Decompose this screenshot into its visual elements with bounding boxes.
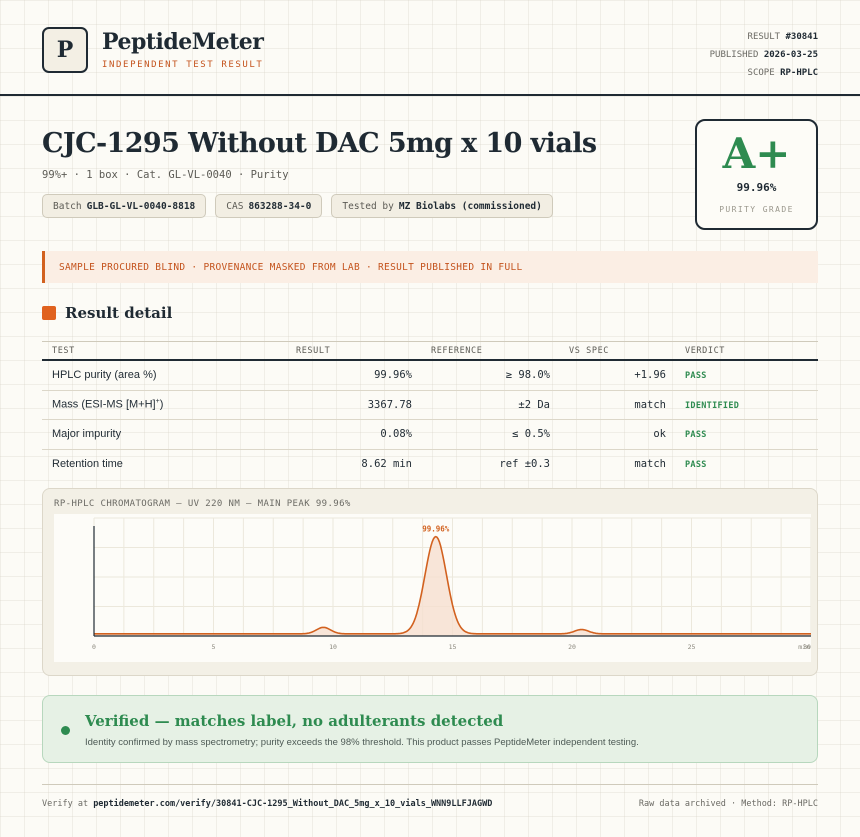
verdict-badge: PASS xyxy=(685,460,707,471)
meta-value: RP-HPLC xyxy=(780,68,818,78)
cell-reference: ≤ 0.5% xyxy=(512,428,550,441)
verified-banner: Verified — matches label, no adulterants… xyxy=(42,695,818,763)
table-row: Major impurity 0.08% ≤ 0.5% ok PASS xyxy=(42,420,818,450)
cell-result: 8.62 min xyxy=(361,458,412,471)
x-tick-label: 30 xyxy=(803,643,811,651)
chip-label: Batch xyxy=(53,200,82,212)
cell-reference: ≥ 98.0% xyxy=(505,369,550,382)
test-name: Retention time xyxy=(52,458,123,471)
meta-value: #30841 xyxy=(785,32,818,42)
header-vs-spec: VS SPEC xyxy=(569,345,610,356)
chip-value: MZ Biolabs (commissioned) xyxy=(398,200,542,212)
verified-description: Identity confirmed by mass spectrometry;… xyxy=(85,737,639,748)
cell-test: Major impurity xyxy=(42,428,282,440)
test-superscript: + xyxy=(155,398,160,406)
cell-vs-spec: ok xyxy=(653,428,666,441)
footer-divider xyxy=(42,784,818,785)
cell-test: Mass (ESI-MS [M+H]+) xyxy=(42,398,282,411)
verify-link[interactable]: peptidemeter.com/verify/30841-CJC-1295_W… xyxy=(93,799,493,809)
grade-label: PURITY GRADE xyxy=(719,205,794,214)
cell-vs-spec: +1.96 xyxy=(634,369,666,382)
section-marker-icon xyxy=(42,306,56,320)
chromatogram-plot-area: 0 5 10 15 20 25 30 min 99.96% xyxy=(54,514,812,662)
brand-subtitle: INDEPENDENT TEST RESULT xyxy=(102,60,264,70)
chip-label: CAS xyxy=(226,200,244,212)
brand-name: PeptideMeter xyxy=(102,29,264,55)
cell-vs-spec: match xyxy=(634,458,666,471)
table-row: HPLC purity (area %) 99.96% ≥ 98.0% +1.9… xyxy=(42,361,818,391)
chip-value: 863288-34-0 xyxy=(248,200,312,212)
product-subline: 99%+ · 1 box · Cat. GL-VL-0040 · Purity xyxy=(42,169,289,181)
meta-value: 2026-03-25 xyxy=(763,50,818,60)
section-title: Result detail xyxy=(65,304,173,322)
product-chips: Batch GLB-GL-VL-0040-8818 CAS 863288-34-0 … xyxy=(42,194,553,218)
chromatogram-title: RP-HPLC CHROMATOGRAM — UV 220 NM — MAIN … xyxy=(54,499,351,509)
result-meta: RESULT #30841 PUBLISHED 2026-03-25 SCOPE… xyxy=(710,28,818,82)
meta-label: SCOPE xyxy=(747,68,775,78)
verify-label: Verify at xyxy=(42,799,89,809)
cell-vs-spec: match xyxy=(634,398,666,411)
cell-verdict: PASS xyxy=(666,458,806,470)
x-tick-label: 5 xyxy=(212,643,216,651)
chip-value: GLB-GL-VL-0040-8818 xyxy=(86,200,196,212)
cell-reference: ref ±0.3 xyxy=(499,458,550,471)
logo-mark: P xyxy=(42,27,88,73)
header-verdict: VERDICT xyxy=(685,345,726,356)
meta-scope: SCOPE RP-HPLC xyxy=(710,64,818,82)
cell-verdict: PASS xyxy=(666,369,806,381)
meta-published: PUBLISHED 2026-03-25 xyxy=(710,46,818,64)
meta-label: PUBLISHED xyxy=(709,50,759,60)
peak-label: 99.96% xyxy=(422,525,450,534)
grade-value: 99.96% xyxy=(736,181,777,194)
tested-by-chip: Tested by MZ Biolabs (commissioned) xyxy=(331,194,553,218)
grade-letter: A+ xyxy=(722,129,791,178)
header: P PeptideMeter INDEPENDENT TEST RESULT R… xyxy=(0,0,860,96)
test-name: HPLC purity (area %) xyxy=(52,369,157,382)
header-test: TEST xyxy=(52,345,75,356)
meta-result: RESULT #30841 xyxy=(710,28,818,46)
provenance-notice: SAMPLE PROCURED BLIND · PROVENANCE MASKE… xyxy=(42,251,818,283)
x-axis-unit: min xyxy=(798,643,810,651)
verdict-badge: PASS xyxy=(685,371,707,382)
chip-label: Tested by xyxy=(342,200,394,212)
batch-chip: Batch GLB-GL-VL-0040-8818 xyxy=(42,194,207,218)
x-tick-label: 25 xyxy=(688,643,696,651)
cell-test: HPLC purity (area %) xyxy=(42,369,282,381)
signal-line xyxy=(94,535,811,635)
header-reference: REFERENCE xyxy=(431,345,483,356)
table-row: Mass (ESI-MS [M+H]+) 3367.78 ±2 Da match… xyxy=(42,391,818,420)
purity-grade-card: A+ 99.96% PURITY GRADE xyxy=(695,119,818,230)
x-tick-label: 0 xyxy=(92,643,96,651)
verdict-badge: PASS xyxy=(685,430,707,441)
cell-reference: ±2 Da xyxy=(518,398,550,411)
cell-result: 0.08% xyxy=(380,428,412,441)
x-tick-label: 20 xyxy=(568,643,576,651)
verdict-badge: IDENTIFIED xyxy=(685,400,740,411)
x-tick-label: 10 xyxy=(329,643,337,651)
product-title: CJC-1295 Without DAC 5mg x 10 vials xyxy=(42,128,597,159)
cas-chip: CAS 863288-34-0 xyxy=(215,194,323,218)
table-row: Retention time 8.62 min ref ±0.3 match P… xyxy=(42,450,818,480)
test-name: Major impurity xyxy=(52,428,122,441)
verified-title: Verified — matches label, no adulterants… xyxy=(85,712,504,730)
test-suffix: ) xyxy=(159,399,164,412)
x-tick-label: 15 xyxy=(449,643,457,651)
table-header: TEST RESULT REFERENCE VS SPEC VERDICT xyxy=(42,341,818,361)
header-result: RESULT xyxy=(296,345,331,356)
verified-dot-icon xyxy=(61,726,70,735)
test-name: Mass (ESI-MS [M+H] xyxy=(52,399,156,412)
chromatogram-panel: RP-HPLC CHROMATOGRAM — UV 220 NM — MAIN … xyxy=(42,488,818,676)
cell-result: 3367.78 xyxy=(367,398,412,411)
footer-method: Raw data archived · Method: RP-HPLC xyxy=(638,799,818,809)
cell-result: 99.96% xyxy=(374,369,412,382)
result-table: TEST RESULT REFERENCE VS SPEC VERDICT HP… xyxy=(42,341,818,479)
cell-verdict: IDENTIFIED xyxy=(666,399,806,411)
meta-label: RESULT xyxy=(747,32,781,42)
cell-test: Retention time xyxy=(42,458,282,470)
footer-verify: Verify at peptidemeter.com/verify/30841-… xyxy=(42,799,492,809)
peak-area xyxy=(94,536,811,636)
cell-verdict: PASS xyxy=(666,428,806,440)
